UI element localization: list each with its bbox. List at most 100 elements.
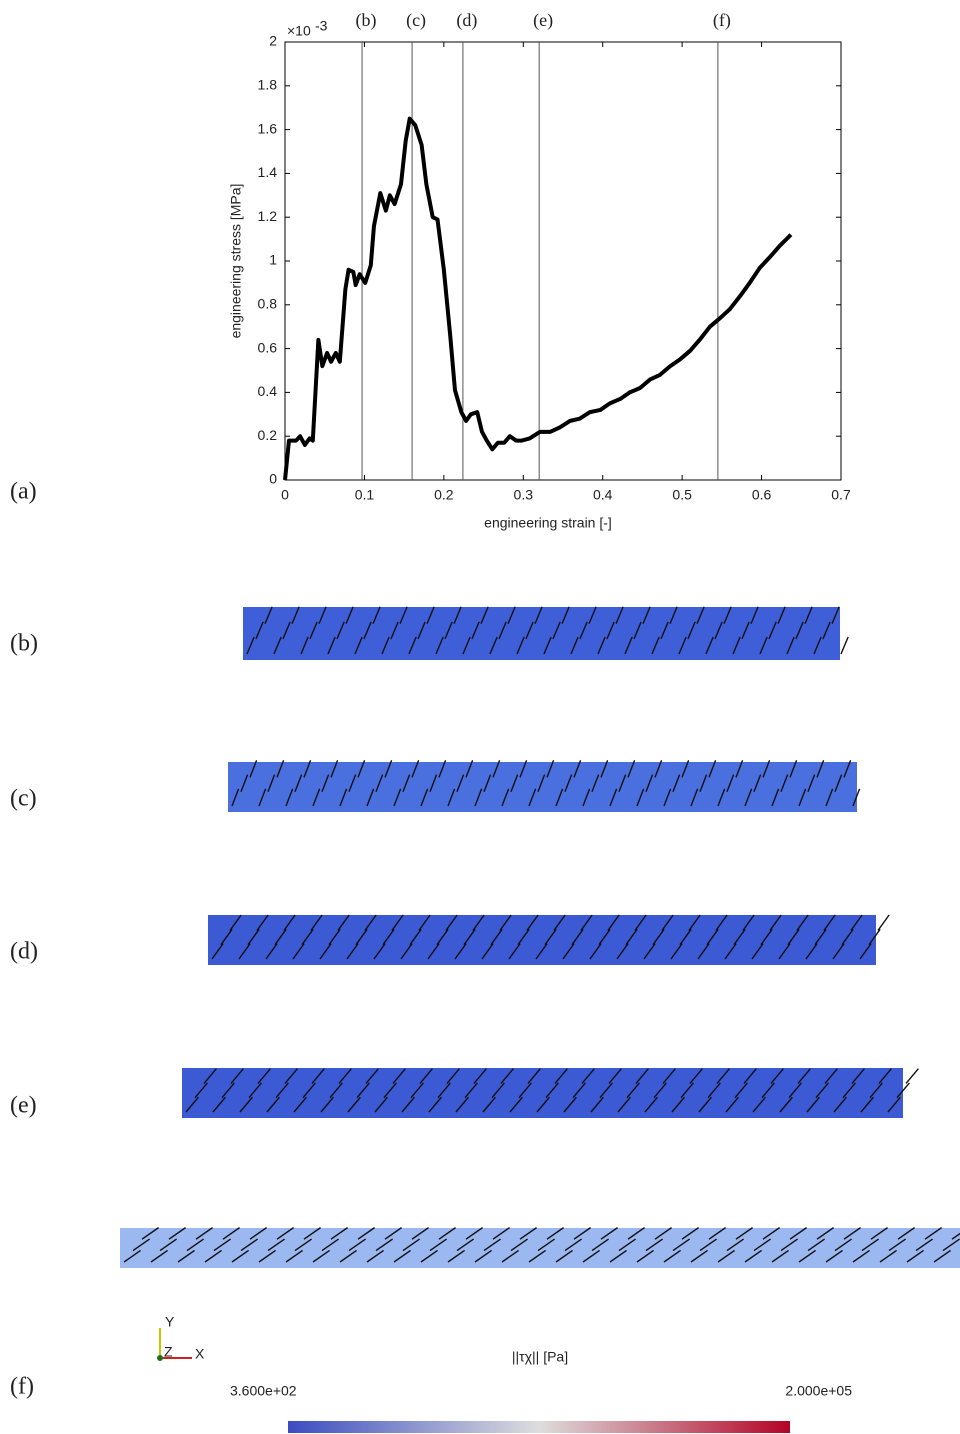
director-arrow (591, 774, 600, 792)
director-arrow (635, 1068, 649, 1084)
y-tick-label: 1.2 (258, 208, 278, 224)
director-arrow (429, 1238, 447, 1252)
director-arrow (267, 1238, 285, 1252)
director-arrow (707, 1082, 721, 1099)
director-arrow (238, 943, 251, 960)
director-arrow (446, 1068, 460, 1084)
director-arrow (724, 943, 737, 960)
director-arrow (348, 1238, 366, 1252)
director-arrow (354, 636, 363, 655)
director-arrow (447, 1249, 465, 1263)
director-arrow (410, 1082, 424, 1099)
director-arrow (453, 606, 462, 624)
triad-z (157, 1355, 163, 1361)
director-arrow (420, 788, 429, 807)
director-arrow (636, 1249, 654, 1263)
director-arrow (690, 788, 699, 807)
director-arrow (699, 1238, 717, 1252)
director-arrow (777, 606, 786, 624)
director-arrow (490, 928, 503, 946)
director-arrow (221, 1082, 235, 1099)
director-arrow (231, 1249, 249, 1263)
director-arrow (571, 928, 584, 946)
x-tick-label: 0.2 (434, 487, 454, 503)
director-arrow (230, 1068, 244, 1084)
director-arrow (582, 1249, 600, 1263)
director-arrow (527, 1068, 541, 1084)
director-arrow (534, 606, 543, 624)
director-arrow (291, 606, 300, 624)
director-arrow (553, 914, 566, 931)
director-arrow (591, 1238, 609, 1252)
director-arrow (536, 1096, 550, 1113)
director-arrow (500, 1068, 514, 1084)
director-arrow (357, 760, 366, 778)
director-arrow (537, 1238, 555, 1252)
director-arrow (933, 1249, 951, 1263)
director-arrow (285, 1249, 303, 1263)
director-arrow (625, 928, 638, 946)
director-arrow (519, 1227, 537, 1240)
director-arrow (499, 914, 512, 931)
director-arrow (483, 1238, 501, 1252)
director-arrow (255, 621, 264, 640)
director-arrow (436, 928, 449, 946)
director-arrow (141, 1227, 159, 1240)
director-arrow (426, 606, 435, 624)
x-tick-label: 0 (281, 487, 289, 503)
director-arrow (771, 1249, 789, 1263)
director-arrow (382, 928, 395, 946)
director-arrow (546, 1227, 564, 1240)
director-arrow (543, 636, 552, 655)
director-arrow (402, 774, 411, 792)
director-arrow (805, 943, 818, 960)
director-arrow (391, 914, 404, 931)
director-arrow (851, 1068, 865, 1084)
director-arrow (384, 1227, 402, 1240)
director-arrow (831, 606, 840, 624)
x-tick-label: 0.4 (593, 487, 613, 503)
director-arrow (401, 1096, 415, 1113)
director-arrow (418, 914, 431, 931)
director-arrow (294, 1238, 312, 1252)
director-arrow (789, 760, 798, 778)
director-arrow (581, 1068, 595, 1084)
y-tick-label: 0.6 (258, 339, 278, 355)
y-tick-label: 2 (269, 33, 277, 49)
panel-label: (f) (10, 1374, 34, 1400)
marker-label: (e) (533, 10, 553, 31)
director-arrow (735, 760, 744, 778)
director-arrow (869, 1082, 883, 1099)
director-arrow (265, 943, 278, 960)
director-arrow (509, 1096, 523, 1113)
director-arrow (390, 621, 399, 640)
director-arrow (249, 1227, 267, 1240)
director-arrow (462, 636, 471, 655)
director-arrow (564, 774, 573, 792)
director-arrow (312, 1249, 330, 1263)
director-arrow (653, 1082, 667, 1099)
director-arrow (282, 621, 291, 640)
director-arrow (132, 1238, 150, 1252)
director-arrow (681, 760, 690, 778)
director-arrow (482, 1096, 496, 1113)
director-arrow (429, 774, 438, 792)
director-arrow (598, 928, 611, 946)
director-arrow (321, 774, 330, 792)
director-arrow (400, 943, 413, 960)
director-arrow (617, 1096, 631, 1113)
stress-curve (283, 116, 793, 481)
director-arrow (301, 928, 314, 946)
director-arrow (374, 1096, 388, 1113)
director-arrow (419, 1068, 433, 1084)
director-arrow (195, 1227, 213, 1240)
director-arrow (717, 1249, 735, 1263)
director-arrow (660, 621, 669, 640)
director-arrow (679, 928, 692, 946)
director-arrow (375, 774, 384, 792)
x-tick-label: 0.6 (752, 487, 772, 503)
director-arrow (915, 1238, 933, 1252)
director-arrow (303, 760, 312, 778)
director-arrow (246, 636, 255, 655)
director-arrow (645, 774, 654, 792)
